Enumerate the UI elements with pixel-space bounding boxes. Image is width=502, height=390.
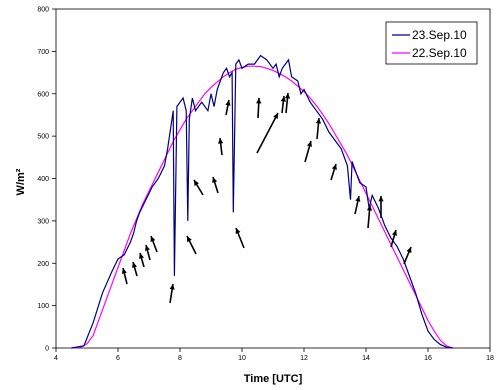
annotation-arrowhead [355, 196, 361, 202]
x-tick-label: 6 [116, 355, 120, 362]
legend-label-23-sep-10: 23.Sep.10 [412, 28, 467, 42]
annotation-arrowhead [194, 180, 199, 186]
legend: 23.Sep.10 22.Sep.10 [385, 21, 478, 65]
annotation-arrowhead [169, 284, 175, 290]
x-tick-label: 18 [486, 355, 494, 362]
series-layer [71, 54, 453, 349]
x-tick-label: 12 [300, 355, 308, 362]
x-tick-label: 4 [54, 355, 58, 362]
y-axis-title: W/m² [15, 168, 27, 195]
annotation-arrowhead [187, 236, 192, 242]
annotation-arrowhead [331, 164, 337, 170]
plot-frame [55, 8, 491, 349]
annotation-arrowhead [225, 100, 231, 106]
annotation-arrowhead [235, 228, 241, 234]
annotation-arrowhead [406, 247, 412, 253]
legend-label-22-sep-10: 22.Sep.10 [412, 46, 467, 60]
annotation-arrows [121, 92, 412, 304]
x-axis: 4 6 8 10 12 14 16 18 [54, 348, 494, 362]
annotation-arrowhead [307, 141, 312, 147]
annotation-arrowhead [121, 268, 127, 274]
y-tick-label: 0 [45, 346, 49, 353]
y-tick-label: 200 [37, 261, 49, 268]
annotation-arrowhead [315, 118, 322, 124]
legend-box [385, 21, 478, 65]
annotation-arrowhead [378, 196, 384, 202]
y-tick-label: 400 [37, 176, 49, 183]
annotation-arrowhead [280, 96, 286, 102]
x-tick-label: 16 [424, 355, 432, 362]
y-tick-label: 500 [37, 134, 49, 141]
annotation-arrowhead [284, 93, 291, 99]
series-line-23-sep-10 [71, 54, 453, 349]
annotation-arrowhead [212, 177, 218, 183]
x-tick-label: 14 [362, 355, 370, 362]
y-tick-label: 300 [37, 218, 49, 225]
x-tick-label: 8 [178, 355, 182, 362]
annotation-arrowhead [150, 236, 156, 242]
annotation-arrowhead [144, 245, 150, 251]
x-axis-title: Time [UTC] [244, 373, 303, 385]
annotation-arrowhead [273, 113, 278, 119]
annotation-arrowhead [139, 253, 144, 259]
plot-area [55, 8, 491, 349]
annotation-arrowhead [256, 98, 262, 104]
y-tick-label: 600 [37, 91, 49, 98]
x-tick-label: 10 [238, 355, 246, 362]
y-tick-label: 800 [37, 7, 49, 14]
annotation-arrowhead [366, 205, 373, 211]
y-tick-label: 700 [37, 49, 49, 56]
y-tick-label: 100 [37, 303, 49, 310]
annotation-arrowhead [392, 230, 397, 236]
annotation-arrow [256, 112, 279, 154]
annotation-arrowhead [132, 262, 137, 268]
annotation-arrowhead [218, 138, 224, 144]
y-axis: 0 100 200 300 400 500 600 700 800 [37, 7, 56, 353]
